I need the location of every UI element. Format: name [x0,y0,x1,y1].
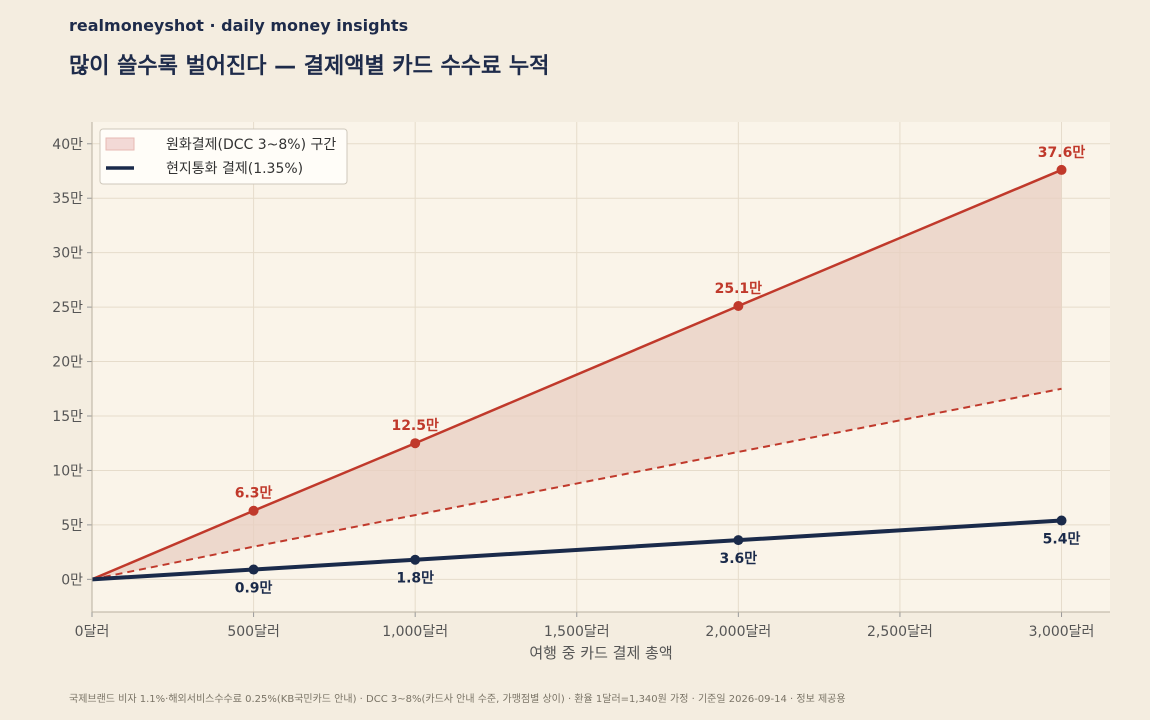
legend-box [99,128,348,185]
y-tick-label: 0만 [61,572,83,588]
x-tick-label: 2,500달러 [867,624,933,640]
axes: 0만 5만 10만 15만 20만 25만 30만 35만 40만 0달러 500달러 1,000달러… [52,122,1110,640]
y-tick-label: 35만 [52,191,83,207]
brand-subtitle: realmoneyshot · daily money insights [69,16,409,35]
dcc-data-label: 37.6만 [1038,145,1086,161]
chart-title: 많이 쓸수록 벌어진다 — 결제액별 카드 수수료 누적 [69,54,550,79]
local-point [410,554,421,565]
x-tick-label: 3,000달러 [1029,624,1095,640]
legend-label-local: 현지통화 결제(1.35%) [166,161,303,177]
local-point [248,564,259,575]
y-tick-label: 10만 [52,463,83,479]
y-tick-label: 15만 [52,409,83,425]
x-tick-label: 1,500달러 [544,624,610,640]
legend-label-dcc: 원화결제(DCC 3~8%) 구간 [166,137,336,153]
local-data-label: 1.8만 [396,571,434,587]
local-data-label: 3.6만 [720,551,758,567]
dcc-point [410,438,421,449]
y-tick-label: 30만 [52,246,83,262]
series-points [248,164,1067,575]
dcc-point [1056,164,1067,175]
dcc-data-label: 12.5만 [391,418,439,434]
local-data-label: 0.9만 [235,581,273,597]
x-tick-label: 2,000달러 [705,624,771,640]
dcc-low-line [91,387,1062,581]
dcc-data-label: 6.3만 [235,486,273,502]
x-tick-label: 1,000달러 [382,624,448,640]
local-point [1056,515,1067,526]
y-tick-label: 25만 [52,300,83,316]
local-data-label: 5.4만 [1043,532,1081,548]
x-tick-label: 500달러 [227,624,279,640]
dcc-point [733,301,744,312]
x-axis-label: 여행 중 카드 결제 총액 [529,644,672,662]
x-tick-label: 0달러 [75,624,110,640]
legend: 원화결제(DCC 3~8%) 구간 현지통화 결제(1.35%) [99,128,348,185]
y-tick-label: 20만 [52,355,83,371]
data-labels: 6.3만 0.9만 12.5만 1.8만 25.1만 3.6만 37.6만 5.4만 [235,145,1086,597]
footnote: 국제브랜드 비자 1.1%·해외서비스수수료 0.25%(KB국민카드 안내) … [69,694,846,705]
y-tick-label: 40만 [52,137,83,153]
local-point [733,535,744,546]
legend-swatch-dcc [105,137,135,151]
dcc-point [248,505,259,516]
y-tick-label: 5만 [61,518,83,534]
dcc-data-label: 25.1만 [715,281,763,297]
